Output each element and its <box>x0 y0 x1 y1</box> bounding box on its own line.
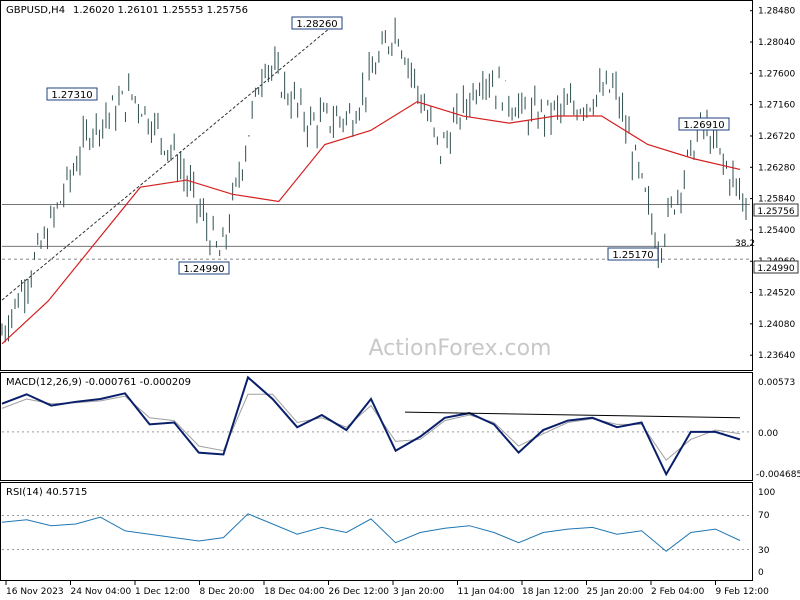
annotation-high-2: 1.27310 <box>46 87 98 101</box>
rsi-tick-100: 100 <box>758 488 775 498</box>
rsi-line <box>1 513 741 552</box>
rsi-panel <box>0 482 753 581</box>
price-tick-label: 1.24520 <box>758 289 795 299</box>
price-tick-label: 1.28480 <box>758 7 795 17</box>
macd-signal-line <box>1 393 741 461</box>
macd-tick-top: 0.00573 <box>758 378 795 388</box>
price-axis: 1.28480 1.28040 1.27600 1.27160 1.26720 1.262… <box>750 7 795 361</box>
time-tick-label: 1 Dec 12:00 <box>135 587 190 597</box>
price-tick-label: 1.25840 <box>758 195 795 205</box>
rsi-tick-30: 30 <box>758 546 770 556</box>
time-tick-label: 18 Dec 04:00 <box>264 587 325 597</box>
time-axis: 16 Nov 2023 24 Nov 04:00 1 Dec 12:00 8 Dec … <box>5 581 770 597</box>
time-tick-label: 3 Jan 20:00 <box>393 587 445 597</box>
time-tick-label: 25 Jan 20:00 <box>587 587 644 597</box>
macd-trend-line <box>404 411 741 419</box>
fib-label: 38.2 <box>735 239 755 249</box>
annotation-high-1: 1.28260 <box>291 16 343 30</box>
time-tick-label: 8 Dec 20:00 <box>200 587 255 597</box>
moving-average <box>1 101 741 345</box>
time-tick-label: 18 Jan 12:00 <box>522 587 579 597</box>
price-tick-label: 1.25400 <box>758 226 795 236</box>
rsi-label: RSI(14) 40.5715 <box>6 487 87 498</box>
support-price-tag: 1.24990 <box>753 260 799 274</box>
time-tick-label: 26 Dec 12:00 <box>329 587 390 597</box>
svg-text:1.27310: 1.27310 <box>51 90 92 101</box>
price-tick-label: 1.24080 <box>758 320 795 330</box>
rsi-tick-70: 70 <box>758 511 770 521</box>
svg-text:1.26910: 1.26910 <box>683 120 724 131</box>
current-price-tag: 1.25756 <box>753 203 799 217</box>
time-tick-label: 16 Nov 2023 <box>6 587 64 597</box>
macd-panel <box>0 372 753 481</box>
macd-line <box>1 375 741 477</box>
macd-label: MACD(12,26,9) -0.000761 -0.000209 <box>6 377 191 388</box>
price-tick-label: 1.23640 <box>758 351 795 361</box>
annotation-high-3: 1.26910 <box>678 117 730 131</box>
time-tick-label: 11 Jan 04:00 <box>458 587 515 597</box>
time-tick-label: 2 Feb 04:00 <box>651 587 705 597</box>
svg-text:1.28260: 1.28260 <box>296 19 337 30</box>
price-panel <box>0 0 753 371</box>
time-tick-label: 9 Feb 12:00 <box>716 587 770 597</box>
annotation-low-2: 1.25170 <box>607 247 659 261</box>
macd-tick-zero: 0.00 <box>758 429 778 439</box>
annotation-low-1: 1.24990 <box>178 261 230 275</box>
rsi-tick-0: 0 <box>758 568 764 578</box>
svg-text:1.25170: 1.25170 <box>612 250 653 261</box>
symbol-label: GBPUSD,H4 <box>6 5 65 16</box>
price-tick-label: 1.27600 <box>758 69 795 79</box>
price-tick-label: 1.27160 <box>758 101 795 111</box>
macd-series <box>1 375 750 477</box>
rsi-series <box>1 513 750 552</box>
time-tick-label: 24 Nov 04:00 <box>71 587 132 597</box>
watermark: ActionForex.com <box>369 336 552 361</box>
macd-tick-bottom: -0.004685 <box>756 470 800 480</box>
price-series <box>1 17 747 343</box>
price-tick-label: 1.26720 <box>758 132 795 142</box>
price-tick-label: 1.26280 <box>758 163 795 173</box>
svg-text:1.25756: 1.25756 <box>757 207 794 217</box>
trend-line <box>1 17 343 301</box>
svg-text:1.24990: 1.24990 <box>757 264 794 274</box>
price-tick-label: 1.28040 <box>758 38 795 48</box>
ma-line <box>1 101 741 345</box>
ohlc-label: 1.26020 1.26101 1.25553 1.25756 <box>73 5 248 16</box>
svg-text:1.24990: 1.24990 <box>183 264 224 275</box>
